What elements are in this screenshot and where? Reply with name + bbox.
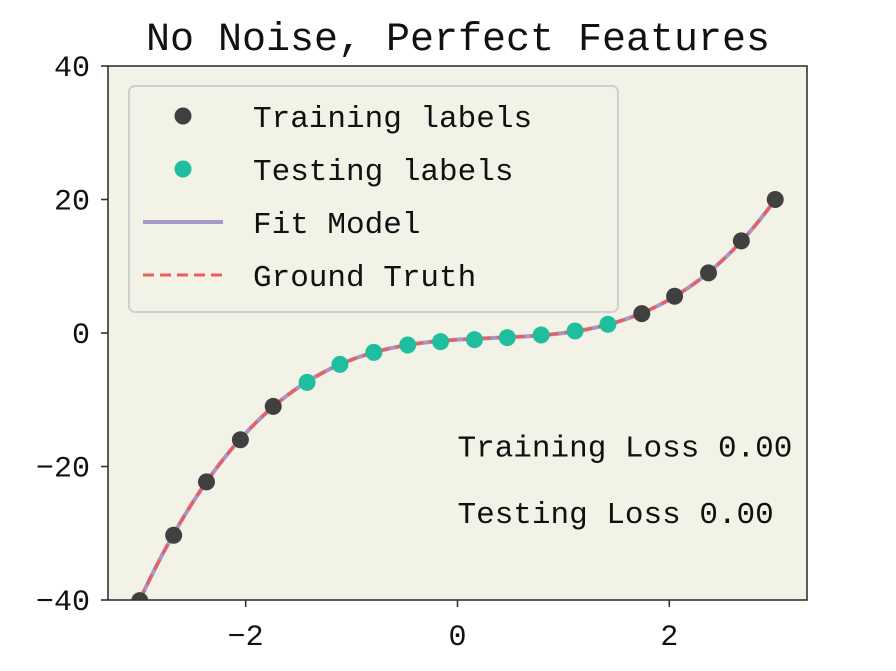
y-tick-label: −40: [36, 586, 90, 620]
testing-point: [566, 322, 584, 340]
y-tick-label: 20: [54, 186, 90, 220]
y-tick-label: −20: [36, 453, 90, 487]
legend-label: Testing labels: [253, 155, 513, 190]
annotation-text: Testing Loss 0.00: [458, 498, 774, 533]
testing-point: [465, 331, 483, 349]
x-tick-label: −2: [228, 621, 264, 655]
annotation-text: Training Loss 0.00: [458, 431, 793, 466]
training-point: [165, 526, 183, 544]
y-tick-label: 0: [72, 319, 90, 353]
series-points: [131, 191, 784, 600]
legend-label: Fit Model: [253, 208, 420, 243]
legend-marker-training: [174, 107, 192, 125]
testing-point: [532, 326, 550, 344]
testing-point: [498, 329, 516, 347]
legend-label: Training labels: [253, 102, 532, 137]
y-axis: −40 −20 0 20 40: [36, 52, 108, 620]
legend-marker-testing: [174, 160, 192, 178]
x-tick-label: 2: [660, 621, 678, 655]
training-point: [666, 287, 684, 305]
training-point: [131, 592, 149, 600]
testing-point: [432, 333, 450, 351]
testing-point: [365, 343, 383, 361]
training-point: [264, 397, 282, 415]
training-point: [766, 191, 784, 208]
training-point: [633, 305, 651, 323]
testing-point: [399, 336, 417, 354]
legend-frame: [128, 85, 619, 313]
testing-point: [331, 355, 349, 373]
y-tick-label: 40: [54, 52, 90, 86]
training-point: [231, 431, 249, 449]
x-tick-label: 0: [448, 621, 466, 655]
legend[interactable]: Training labels Testing labels Fit Model Gr…: [128, 85, 619, 313]
annotations: Training Loss 0.00 Testing Loss 0.00: [458, 431, 793, 533]
testing-point: [599, 315, 617, 333]
training-point: [197, 473, 215, 491]
x-axis: −2 0 2: [228, 600, 678, 655]
testing-point: [298, 373, 316, 391]
training-point: [732, 232, 750, 250]
legend-label: Ground Truth: [253, 261, 476, 296]
chart-title: No Noise, Perfect Features: [146, 18, 770, 63]
training-point: [700, 264, 718, 282]
